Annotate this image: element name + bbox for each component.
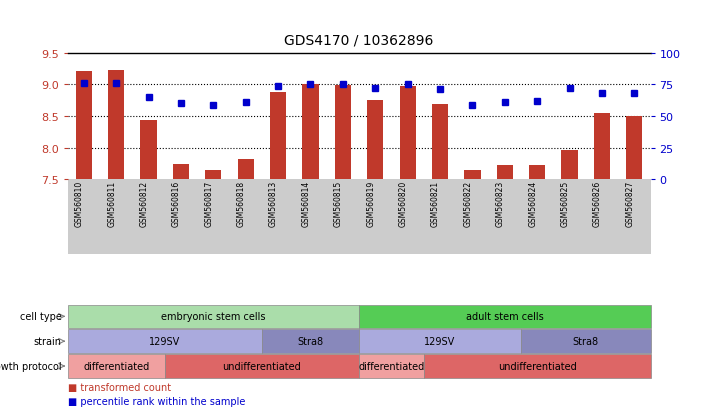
Text: GDS4170 / 10362896: GDS4170 / 10362896 (284, 33, 434, 47)
Text: differentiated: differentiated (83, 361, 149, 371)
Text: ■ transformed count: ■ transformed count (68, 382, 171, 392)
Bar (497, 166, 513, 180)
Text: Stra8: Stra8 (297, 336, 324, 347)
Text: GSM560812: GSM560812 (139, 180, 149, 226)
Bar (335, 86, 351, 180)
Bar (173, 164, 189, 180)
Text: GSM560826: GSM560826 (593, 180, 602, 227)
Text: GSM560819: GSM560819 (366, 180, 375, 227)
Text: GSM560818: GSM560818 (237, 180, 246, 226)
Bar (302, 85, 319, 180)
Text: GSM560810: GSM560810 (75, 180, 84, 227)
Text: undifferentiated: undifferentiated (223, 361, 301, 371)
Bar (562, 151, 578, 180)
Bar (108, 71, 124, 180)
Text: cell type: cell type (20, 311, 62, 322)
Text: differentiated: differentiated (358, 361, 424, 371)
Text: ■ percentile rank within the sample: ■ percentile rank within the sample (68, 396, 245, 406)
Text: GSM560820: GSM560820 (399, 180, 407, 227)
Text: GSM560822: GSM560822 (464, 180, 472, 226)
Text: 129SV: 129SV (424, 336, 456, 347)
Text: GSM560814: GSM560814 (301, 180, 311, 227)
Text: 129SV: 129SV (149, 336, 181, 347)
Text: adult stem cells: adult stem cells (466, 311, 544, 322)
Text: GSM560817: GSM560817 (204, 180, 213, 227)
Text: GSM560825: GSM560825 (560, 180, 570, 227)
Bar (75, 72, 92, 180)
Bar (626, 116, 643, 180)
Text: GSM560815: GSM560815 (334, 180, 343, 227)
Bar (205, 171, 221, 180)
Text: undifferentiated: undifferentiated (498, 361, 577, 371)
Text: growth protocol: growth protocol (0, 361, 62, 371)
Text: GSM560827: GSM560827 (626, 180, 634, 227)
Bar (400, 86, 416, 180)
Text: GSM560816: GSM560816 (172, 180, 181, 227)
Bar (529, 166, 545, 180)
Text: GSM560811: GSM560811 (107, 180, 116, 226)
Bar (594, 114, 610, 180)
Text: GSM560813: GSM560813 (269, 180, 278, 227)
Bar (432, 105, 448, 180)
Bar (270, 93, 286, 180)
Bar (464, 171, 481, 180)
Bar (141, 121, 156, 180)
Text: Stra8: Stra8 (573, 336, 599, 347)
Text: GSM560821: GSM560821 (431, 180, 440, 226)
Bar (237, 159, 254, 180)
Text: GSM560823: GSM560823 (496, 180, 505, 227)
Text: strain: strain (34, 336, 62, 347)
Bar (367, 100, 383, 180)
Text: embryonic stem cells: embryonic stem cells (161, 311, 265, 322)
Text: GSM560824: GSM560824 (528, 180, 538, 227)
